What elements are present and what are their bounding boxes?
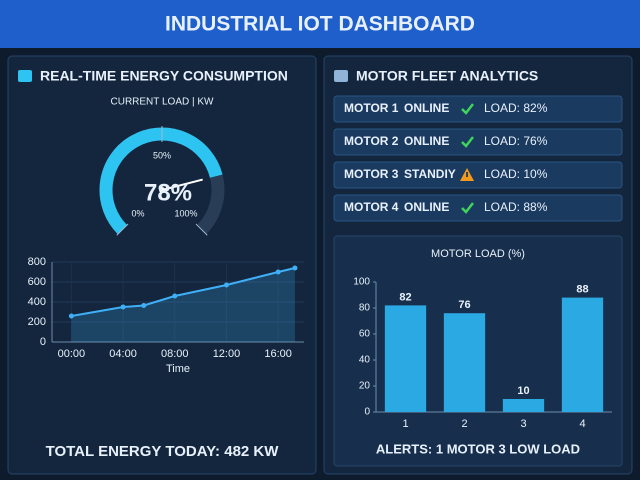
motor-row	[333, 95, 623, 123]
line-point	[292, 265, 298, 271]
gauge-tick	[195, 223, 208, 236]
status-icon	[461, 136, 474, 148]
bar	[561, 297, 604, 412]
line-point	[141, 303, 147, 308]
energy-panel	[7, 55, 317, 475]
y-tick-label: 20	[359, 381, 371, 392]
x-tick-label: 04:00	[109, 348, 137, 360]
bar	[384, 305, 427, 412]
line-point	[68, 313, 74, 319]
line-point	[120, 304, 126, 310]
x-tick-label: 2	[461, 418, 467, 430]
motor-status: ONLINE	[404, 101, 449, 115]
line-point	[172, 293, 178, 299]
gauge-tick-label: 0%	[131, 208, 144, 218]
gauge-tick-label: 50%	[153, 150, 171, 160]
motor-name: MOTOR 2	[344, 134, 399, 148]
x-tick-label: 08:00	[161, 348, 189, 360]
alerts: ALERTS: 1 MOTOR 3 LOW LOAD	[376, 441, 580, 456]
line-area	[71, 268, 295, 342]
y-tick-label: 0	[40, 336, 46, 348]
status-icon	[461, 202, 474, 214]
bar-value-label: 10	[517, 385, 529, 397]
bar-value-label: 76	[458, 299, 470, 311]
bar	[443, 313, 486, 412]
y-tick-label: 60	[359, 329, 371, 340]
motor-name: MOTOR 3	[344, 167, 399, 181]
energy-total: TOTAL ENERGY TODAY: 482 KW	[46, 443, 280, 460]
motor-icon	[334, 70, 348, 82]
motor-name: MOTOR 1	[344, 101, 399, 115]
motor-name: MOTOR 4	[344, 200, 399, 214]
x-axis-label: Time	[166, 363, 190, 375]
motor-status: ONLINE	[404, 200, 449, 214]
x-tick-label: 16:00	[264, 348, 292, 360]
x-tick-label: 4	[579, 418, 585, 430]
x-tick-label: 1	[402, 418, 408, 430]
energy-icon	[18, 70, 32, 82]
motor-status: ONLINE	[404, 134, 449, 148]
y-tick-label: 600	[28, 276, 46, 288]
bar	[502, 399, 545, 412]
y-tick-label: 40	[359, 355, 371, 366]
y-tick-label: 200	[28, 316, 46, 328]
x-tick-label: 00:00	[58, 348, 86, 360]
gauge-hub	[159, 187, 165, 193]
motor-load: LOAD: 88%	[484, 200, 548, 214]
header-bar	[0, 0, 640, 48]
line-point	[275, 269, 281, 275]
status-icon	[461, 103, 474, 115]
motor-load: LOAD: 10%	[484, 167, 548, 181]
motor-rows: MOTOR 1 ONLINE LOAD: 82% MOTOR 2 ONLINE LOAD:…	[333, 95, 623, 222]
gauge-value: 78%	[144, 179, 192, 206]
y-tick-label: 400	[28, 296, 46, 308]
gauge-needle	[161, 178, 203, 191]
bar-value-label: 88	[576, 284, 588, 296]
motor-row	[333, 128, 623, 156]
x-tick-label: 3	[520, 418, 526, 430]
motor-title: MOTOR FLEET ANALYTICS	[356, 68, 538, 84]
energy-title: REAL-TIME ENERGY CONSUMPTION	[40, 68, 288, 84]
motor-load: LOAD: 76%	[484, 134, 548, 148]
gauge-value-arc	[99, 127, 223, 235]
y-tick-label: 100	[353, 277, 370, 288]
x-tick-label: 12:00	[213, 348, 241, 360]
motor-row	[333, 194, 623, 222]
header-title: INDUSTRIAL IOT DASHBOARD	[165, 13, 475, 36]
motor-load: LOAD: 82%	[484, 101, 548, 115]
y-tick-label: 80	[359, 303, 371, 314]
y-tick-label: 0	[364, 407, 370, 418]
gauge-title: CURRENT LOAD | KW	[111, 97, 215, 108]
line-point	[223, 282, 229, 288]
gauge-tick-label: 100%	[175, 208, 198, 218]
motor-row	[333, 161, 623, 189]
bar-title: MOTOR LOAD (%)	[431, 248, 525, 260]
motor-status: STANDIY	[404, 167, 456, 181]
bar-value-label: 82	[399, 291, 411, 303]
y-tick-label: 800	[28, 256, 46, 268]
gauge-tick	[116, 223, 129, 236]
